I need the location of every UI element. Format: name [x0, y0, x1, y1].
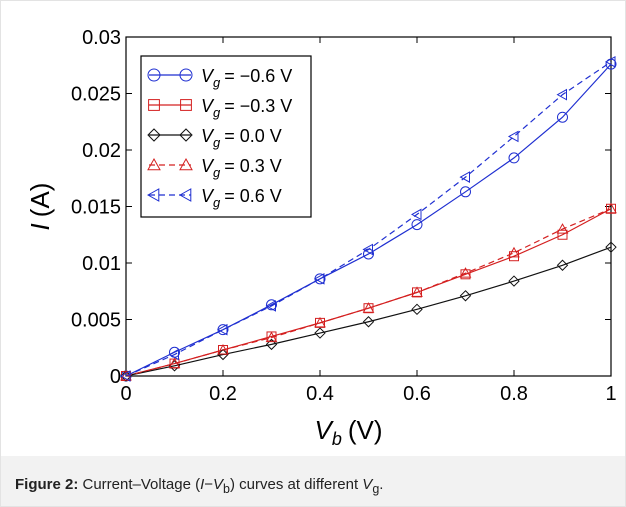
y-tick-label: 0.01	[82, 253, 121, 275]
data-point	[168, 348, 179, 361]
legend-marker	[179, 157, 193, 171]
x-tick-label: 0.6	[403, 383, 431, 405]
caption-dash: −	[204, 476, 214, 493]
data-point	[459, 290, 472, 302]
caption-end: .	[379, 476, 384, 493]
data-point	[411, 286, 423, 297]
caption-i: I	[200, 476, 205, 493]
figure-caption: Figure 2: Current–Voltage (I−Vb) curves …	[15, 476, 615, 498]
caption-text-2: ) curves at different	[230, 476, 363, 493]
data-point	[557, 229, 568, 240]
caption-g-sub: g	[372, 482, 380, 496]
data-point	[362, 316, 375, 328]
legend-marker	[180, 99, 192, 111]
data-point	[119, 370, 131, 382]
data-point	[459, 171, 470, 183]
data-point	[556, 88, 567, 101]
data-point	[217, 343, 229, 355]
legend-label: Vg = −0.6 V	[201, 66, 292, 90]
legend-marker	[178, 188, 192, 202]
data-point	[605, 241, 617, 253]
x-tick-label: 0.8	[500, 383, 528, 405]
data-point	[459, 267, 472, 278]
iv-chart: 0 0.2 0.4 0.6 0.8 1 0 0.005 0.01 0.015 0.02 0.025 0.…	[25, 27, 617, 449]
legend-item-5: Vg = 0.6 V	[146, 186, 282, 210]
series-2-line	[125, 208, 612, 377]
data-point	[266, 299, 277, 311]
legend-marker	[147, 128, 161, 142]
legend-marker	[179, 128, 193, 142]
data-point	[605, 202, 617, 214]
series-4	[120, 202, 617, 381]
legend-label: Vg = 0.6 V	[201, 186, 282, 210]
legend-item-2: Vg = −0.3 V	[148, 96, 292, 120]
series-1-line	[125, 63, 612, 377]
y-tick-label: 0.02	[82, 140, 121, 162]
plot-area: 0 0.2 0.4 0.6 0.8 1 0 0.005 0.01 0.015 0.02 0.025 0.…	[1, 1, 625, 456]
series-2	[121, 203, 616, 381]
series-3	[120, 241, 617, 382]
caption-v-sub: b	[223, 482, 230, 496]
data-point	[508, 152, 520, 164]
legend-item-4: Vg = 0.3 V	[147, 156, 282, 180]
y-tick-label: 0	[110, 366, 121, 388]
data-point	[556, 223, 569, 234]
data-point	[557, 111, 568, 123]
legend-item-1: Vg = −0.6 V	[147, 66, 292, 90]
data-point	[265, 338, 278, 351]
data-point	[411, 219, 423, 231]
data-point	[314, 327, 326, 339]
data-point	[265, 300, 276, 312]
y-tick-label: 0.03	[82, 27, 121, 49]
data-point	[314, 316, 326, 328]
legend-item-3: Vg = 0.0 V	[147, 126, 282, 150]
legend-marker	[146, 188, 160, 202]
data-point	[460, 269, 471, 280]
data-point	[411, 303, 423, 316]
data-point	[508, 275, 520, 287]
data-point	[216, 323, 228, 336]
data-point	[508, 246, 520, 258]
data-point	[362, 302, 375, 313]
x-tick-label: 0.2	[209, 383, 237, 405]
data-point	[168, 357, 181, 369]
legend-marker	[179, 68, 193, 82]
y-tick-label: 0.025	[71, 84, 121, 106]
data-point	[507, 130, 519, 143]
data-point	[556, 259, 569, 271]
data-point	[362, 243, 373, 256]
legend-label: Vg = −0.3 V	[201, 96, 292, 120]
y-tick-label: 0.015	[71, 197, 121, 219]
y-axis-label: I(A)	[25, 183, 55, 231]
series-5-line	[125, 61, 612, 377]
legend-box	[140, 55, 312, 218]
x-tick-label: 1	[605, 383, 616, 405]
legend-marker	[147, 68, 161, 82]
x-tick-label: 0	[120, 383, 131, 405]
caption-g: V	[362, 476, 373, 493]
y-tick-label: 0.005	[71, 310, 121, 332]
legend-label: Vg = 0.0 V	[201, 126, 282, 150]
data-point	[265, 331, 278, 343]
x-axis-label: Vb (V)	[314, 415, 382, 449]
data-point	[604, 56, 616, 68]
caption-v: V	[213, 476, 224, 493]
series-3-line	[125, 246, 612, 377]
legend-marker	[147, 157, 161, 171]
data-point	[410, 208, 422, 221]
series-4-line	[125, 208, 612, 377]
data-point	[460, 186, 471, 198]
legend-marker	[148, 99, 160, 111]
data-point	[217, 348, 229, 361]
data-point	[313, 272, 325, 285]
caption-label: Figure 2:	[15, 476, 79, 493]
series-5	[119, 56, 616, 382]
x-tick-label: 0.4	[306, 383, 334, 405]
caption-text-1: Current–Voltage (	[78, 476, 201, 493]
legend-label: Vg = 0.3 V	[201, 156, 282, 180]
